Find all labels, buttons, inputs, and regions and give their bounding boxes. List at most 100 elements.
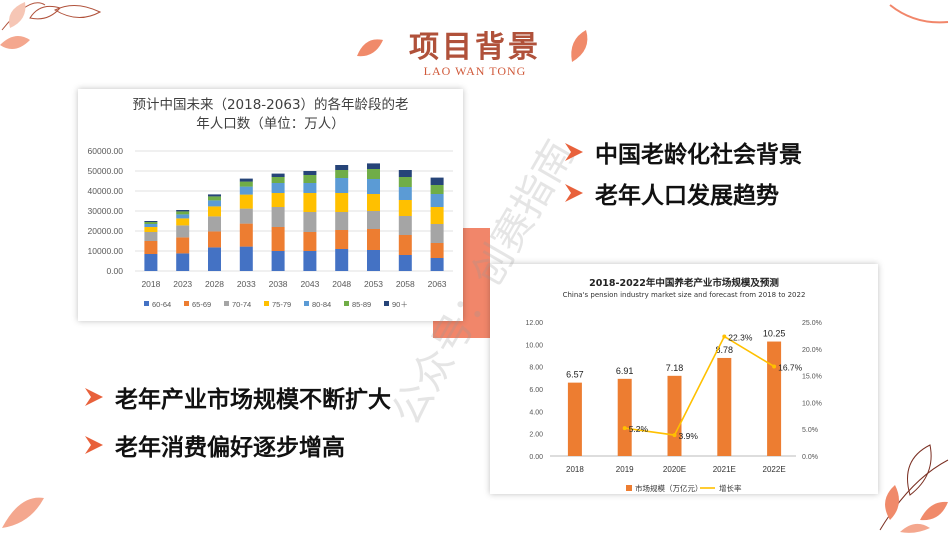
bar-segment [176, 225, 190, 238]
bar-segment [239, 181, 253, 187]
y-tick-label: 4.00 [529, 409, 543, 416]
bar-segment [398, 255, 412, 271]
x-tick-label: 2018 [566, 465, 584, 474]
y2-tick-label: 20.0% [802, 347, 822, 354]
bar-segment [271, 227, 285, 251]
y-tick-label: 10.00 [525, 342, 543, 349]
population-chart-title-line-1: 预计中国未来（2018-2063）的各年龄段的老 [132, 97, 409, 113]
bullet-text: 老年消费偏好逐步增高 [115, 435, 345, 461]
bullet-text: 老年产业市场规模不断扩大 [115, 387, 391, 413]
bar-segment [335, 193, 349, 212]
y-tick-label: 0.00 [529, 454, 543, 461]
arrow-bullet-icon [85, 436, 103, 454]
bullet-text: 老年人口发展趋势 [595, 183, 779, 209]
bar-segment [367, 194, 380, 211]
market-chart-subtitle: China's pension industry market size and… [562, 291, 806, 299]
bar-segment [398, 170, 412, 177]
bar-segment [144, 232, 158, 241]
leaf-decoration-bottom-right [879, 444, 949, 533]
x-tick-label: 2020E [663, 465, 686, 474]
legend-label: 60-64 [152, 300, 171, 309]
growth-rate-line [624, 335, 775, 436]
bar-data-label: 6.57 [566, 370, 584, 380]
bar-data-label: 6.91 [616, 366, 634, 376]
bar-segment [398, 216, 412, 235]
bullet-item: 老年人口发展趋势 [563, 175, 802, 211]
bar-segment [430, 224, 444, 243]
slide-subtitle: LAO WAN TONG [423, 64, 527, 78]
bar-segment [176, 253, 190, 271]
legend-label: 70-74 [232, 300, 251, 309]
bar-data-label: 8.78 [716, 345, 734, 355]
line-data-label: 16.7% [778, 362, 803, 372]
y2-tick-label: 5.0% [802, 427, 818, 434]
legend-swatch [304, 301, 309, 306]
legend-label: 增长率 [719, 483, 742, 493]
bar-segment [271, 183, 285, 193]
bar-segment [367, 211, 380, 229]
arrow-bullet-icon [565, 184, 583, 202]
bar-segment [398, 187, 412, 200]
growth-rate-point [622, 426, 627, 431]
bar-segment [335, 178, 349, 193]
leaf-decoration-bottom-left [2, 497, 44, 528]
bar-segment [208, 194, 221, 197]
bar-segment [176, 211, 190, 215]
bar-segment [430, 258, 444, 271]
bar-segment [176, 237, 190, 254]
bullet-list-top: 中国老龄化社会背景 老年人口发展趋势 [563, 134, 802, 211]
leaf-decoration-top-right [889, 4, 949, 24]
bar-segment [367, 179, 380, 194]
x-tick-label: 2023 [173, 279, 192, 289]
bar-segment [144, 222, 158, 224]
bar-segment [430, 185, 444, 194]
y-tick-label: 0.00 [106, 266, 123, 276]
y-tick-label: 60000.00 [88, 146, 124, 156]
y-tick-label: 2.00 [529, 432, 543, 439]
y-tick-label: 6.00 [529, 387, 543, 394]
bar-segment [144, 224, 158, 227]
bar-segment [430, 177, 444, 185]
leaf-small-right [571, 30, 588, 62]
x-tick-label: 2063 [428, 279, 447, 289]
bar-segment [239, 223, 253, 247]
bar-segment [208, 231, 221, 248]
growth-rate-point [722, 334, 727, 339]
y-tick-label: 8.00 [529, 365, 543, 372]
bar-segment [430, 243, 444, 258]
market-chart-title: 2018-2022年中国养老产业市场规模及预测 [589, 278, 779, 289]
legend-label: 65-69 [192, 300, 211, 309]
bar-segment [271, 207, 285, 227]
arrow-bullet-icon [85, 388, 103, 406]
slide-title: 项目背景 [409, 30, 541, 65]
bar-segment [239, 208, 253, 224]
bar-segment [398, 200, 412, 216]
x-tick-label: 2018 [141, 279, 160, 289]
growth-rate-point [772, 364, 777, 369]
legend-swatch [224, 301, 229, 306]
x-tick-label: 2033 [237, 279, 256, 289]
bar-segment [303, 171, 317, 175]
bar-segment [208, 206, 221, 217]
legend-swatch [344, 301, 349, 306]
bullet-item: 老年消费偏好逐步增高 [83, 427, 391, 463]
x-tick-label: 2038 [269, 279, 288, 289]
bar-segment [430, 207, 444, 224]
bar-segment [144, 241, 158, 254]
bar-segment [239, 186, 253, 195]
bar-data-label: 7.18 [666, 363, 684, 373]
bar-segment [208, 200, 221, 207]
legend-swatch [144, 301, 149, 306]
bullet-item: 中国老龄化社会背景 [563, 134, 802, 170]
bullet-list-bottom: 老年产业市场规模不断扩大 老年消费偏好逐步增高 [83, 379, 391, 463]
legend-swatch [626, 485, 632, 491]
bar-segment [239, 178, 253, 182]
bar-segment [303, 193, 317, 212]
bar-segment [367, 250, 380, 271]
y-tick-label: 50000.00 [88, 166, 124, 176]
legend-swatch [264, 301, 269, 306]
bar-segment [271, 251, 285, 271]
leaf-small-left [357, 39, 383, 57]
line-data-label: 22.3% [728, 332, 753, 342]
legend-swatch [384, 301, 389, 306]
